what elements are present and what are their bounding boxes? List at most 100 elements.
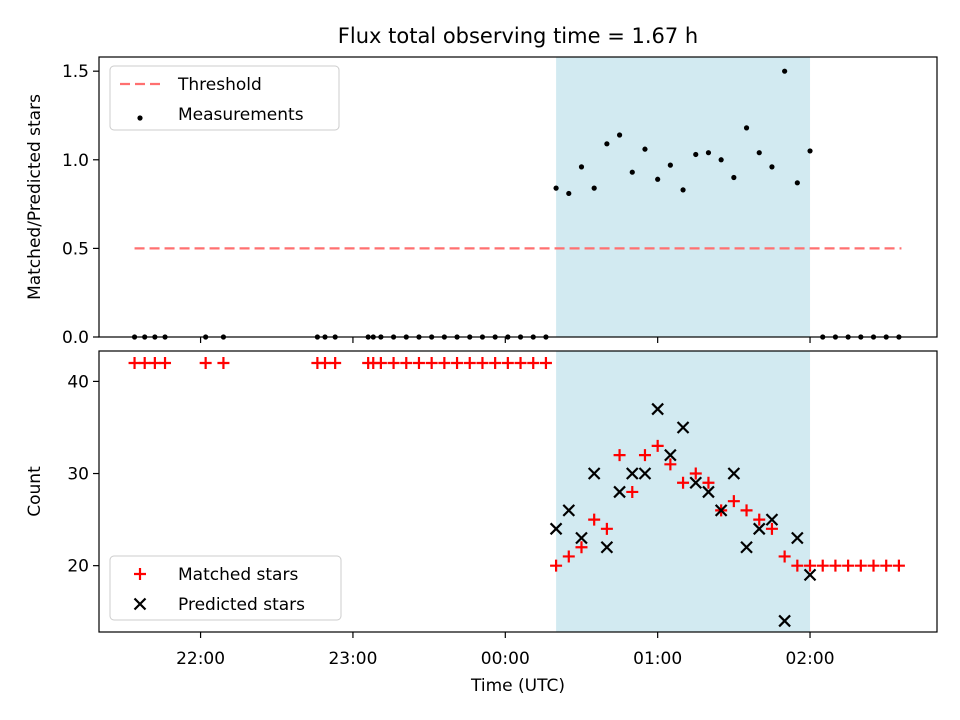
y-tick-label: 1.5 — [62, 62, 89, 82]
matched-stars-point — [638, 449, 651, 462]
matched-stars-point — [880, 559, 893, 572]
predicted-stars-point — [575, 531, 588, 545]
x-tick-label: 01:00 — [633, 649, 682, 669]
matched-stars-point — [867, 559, 880, 572]
predicted-stars-point — [664, 448, 677, 462]
matched-stars-point — [753, 513, 766, 526]
matched-stars-point — [400, 356, 413, 369]
x-tick-label: 22:00 — [176, 649, 225, 669]
matched-stars-point — [514, 356, 527, 369]
matched-stars-point — [842, 559, 855, 572]
matched-stars-point — [387, 356, 400, 369]
measurements-point — [769, 164, 775, 170]
measurements-point — [794, 180, 800, 186]
matched-stars-point — [159, 356, 172, 369]
matched-stars-point — [138, 356, 151, 369]
predicted-stars-point — [562, 504, 576, 517]
measurements-point — [616, 132, 623, 138]
matched-stars-point — [791, 559, 804, 572]
matched-stars-point — [740, 504, 753, 517]
matched-stars-point — [550, 559, 563, 572]
predicted-stars-point — [638, 467, 652, 480]
y-tick-label: 20 — [67, 557, 89, 577]
matched-stars-point — [217, 356, 230, 369]
predicted-stars-point — [600, 540, 614, 554]
matched-stars-point — [702, 476, 715, 489]
matched-stars-point — [664, 458, 677, 471]
ratio-panel: 0.0 0.5 1.0 1.5 Matched/Predicted stars Thres… — [25, 56, 938, 348]
y-tick-label: 30 — [67, 465, 89, 485]
matched-stars-point — [476, 356, 489, 369]
measurements-point — [782, 68, 788, 74]
legend-handle-matched-stars — [134, 568, 146, 580]
measurements-point — [743, 125, 750, 131]
measurements-point — [693, 151, 699, 158]
measurements-point — [655, 176, 661, 182]
matched-stars-point — [804, 559, 817, 572]
matched-stars-point — [829, 559, 842, 572]
plot-frame — [98, 56, 938, 338]
predicted-stars-point — [651, 402, 664, 416]
predicted-stars-point — [714, 504, 728, 517]
y-tick-label: 1.0 — [62, 151, 89, 171]
predicted-stars-point — [613, 485, 626, 499]
matched-stars-point — [613, 449, 626, 462]
y-tick-label: 40 — [67, 372, 89, 392]
predicted-stars-point — [549, 522, 563, 536]
plot-frame — [98, 350, 938, 633]
matched-stars-point — [319, 356, 332, 369]
measurements-point — [667, 162, 673, 168]
x-tick-label: 02:00 — [786, 649, 835, 669]
matched-stars-point — [199, 356, 212, 369]
predicted-stars-point — [740, 540, 753, 554]
measurements-point — [591, 185, 597, 191]
count-panel: 20 30 40 Count Matched stars Predicted stars — [25, 350, 938, 638]
legend: Matched stars Predicted stars — [109, 555, 342, 621]
y-tick-label: 0.5 — [62, 239, 89, 259]
x-axis: 22:00 23:00 00:00 01:00 02:00 — [176, 649, 834, 669]
matched-stars-point — [374, 356, 387, 369]
matched-stars-point — [689, 467, 702, 480]
x-tick-label: 00:00 — [481, 649, 530, 669]
matched-stars-point — [816, 559, 829, 572]
measurements-point — [566, 190, 572, 197]
matched-stars-point — [412, 356, 425, 369]
matched-stars-point — [128, 356, 141, 369]
measurements-point — [629, 169, 635, 175]
matched-stars-point — [677, 476, 690, 489]
highlight-span — [556, 351, 811, 632]
legend-label-matched-stars: Matched stars — [178, 565, 298, 585]
legend-handle-measurements — [137, 115, 143, 121]
matched-stars-point — [463, 356, 476, 369]
chart-title: Flux total observing time = 1.67 h — [338, 24, 698, 48]
measurements-point — [807, 148, 813, 154]
matched-stars-point — [727, 495, 740, 508]
legend-box — [109, 555, 342, 621]
predicted-stars-point — [676, 421, 690, 434]
predicted-stars-point — [689, 476, 703, 490]
matched-stars-point — [527, 356, 540, 369]
predicted-stars-point — [778, 614, 791, 628]
predicted-stars-point — [765, 513, 779, 526]
predicted-stars-point — [727, 467, 741, 480]
y-tick-label: 0.0 — [62, 328, 89, 348]
matched-stars-point — [501, 356, 514, 369]
predicted-stars-point — [587, 467, 601, 480]
predicted-stars-point — [752, 522, 766, 536]
predicted-stars-point — [625, 467, 639, 480]
predicted-stars-point — [803, 568, 817, 582]
highlight-span — [556, 57, 811, 337]
matched-stars-point — [575, 541, 588, 554]
legend-label-predicted-stars: Predicted stars — [178, 595, 305, 615]
matched-stars-point — [562, 550, 575, 563]
legend-box — [109, 65, 340, 131]
predicted-stars-point — [791, 531, 804, 545]
measurements-point — [642, 146, 648, 152]
legend-handle-predicted-stars — [133, 597, 147, 611]
legend-label-measurements: Measurements — [178, 105, 304, 125]
measurements-point — [604, 141, 610, 147]
legend: Threshold Measurements — [109, 65, 340, 131]
x-axis-label: Time (UTC) — [470, 676, 565, 696]
legend-label-threshold: Threshold — [177, 75, 262, 95]
matched-stars-point — [765, 522, 778, 535]
